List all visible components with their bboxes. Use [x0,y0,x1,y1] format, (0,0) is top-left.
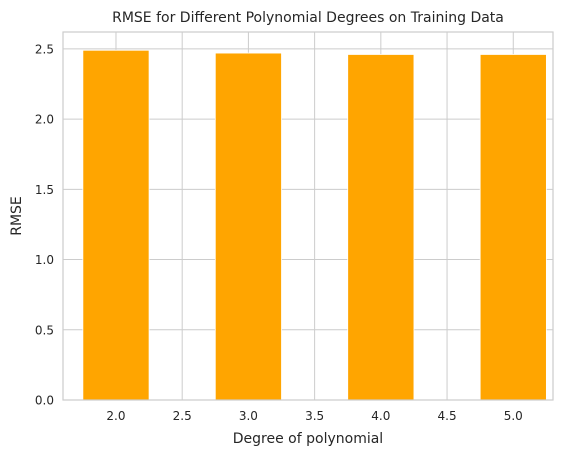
x-axis-label: Degree of polynomial [233,431,383,447]
x-tick-label: 3.5 [305,409,324,423]
y-tick-label: 1.5 [35,183,54,197]
x-tick-label: 4.0 [371,409,390,423]
y-axis-label: RMSE [9,196,25,236]
y-tick-labels: 0.0 0.5 1.0 1.5 2.0 2.5 [35,42,54,407]
y-tick-label: 0.0 [35,394,54,408]
x-tick-label: 4.5 [438,409,457,423]
y-tick-label: 2.0 [35,113,54,127]
chart-title: RMSE for Different Polynomial Degrees on… [112,10,504,26]
bar-degree-4 [348,54,414,400]
y-tick-label: 1.0 [35,253,54,267]
bar-degree-5 [480,54,546,400]
y-tick-label: 0.5 [35,323,54,337]
x-tick-label: 5.0 [504,409,523,423]
x-tick-labels: 2.0 2.5 3.0 3.5 4.0 4.5 5.0 [106,409,522,423]
x-tick-label: 3.0 [239,409,258,423]
x-tick-label: 2.0 [106,409,125,423]
x-tick-label: 2.5 [173,409,192,423]
y-tick-label: 2.5 [35,42,54,56]
bar-degree-2 [83,50,149,400]
bar-degree-3 [215,53,281,400]
